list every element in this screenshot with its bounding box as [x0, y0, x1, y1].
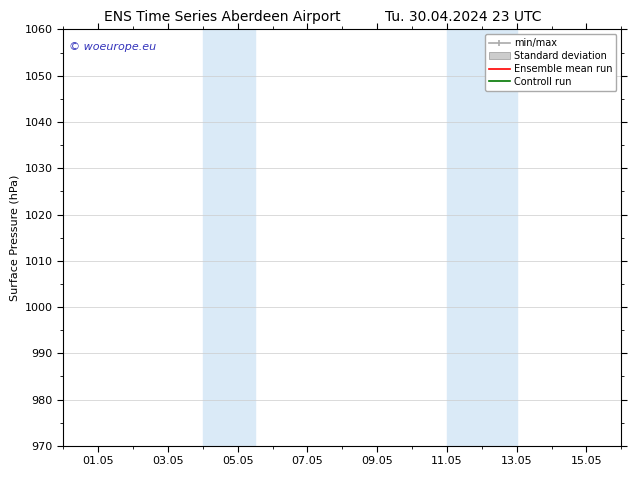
Y-axis label: Surface Pressure (hPa): Surface Pressure (hPa) — [10, 174, 19, 301]
Bar — [447, 29, 517, 446]
Text: ENS Time Series Aberdeen Airport: ENS Time Series Aberdeen Airport — [103, 10, 340, 24]
Legend: min/max, Standard deviation, Ensemble mean run, Controll run: min/max, Standard deviation, Ensemble me… — [485, 34, 616, 91]
Bar — [203, 29, 255, 446]
Text: Tu. 30.04.2024 23 UTC: Tu. 30.04.2024 23 UTC — [385, 10, 541, 24]
Text: © woeurope.eu: © woeurope.eu — [69, 42, 156, 52]
